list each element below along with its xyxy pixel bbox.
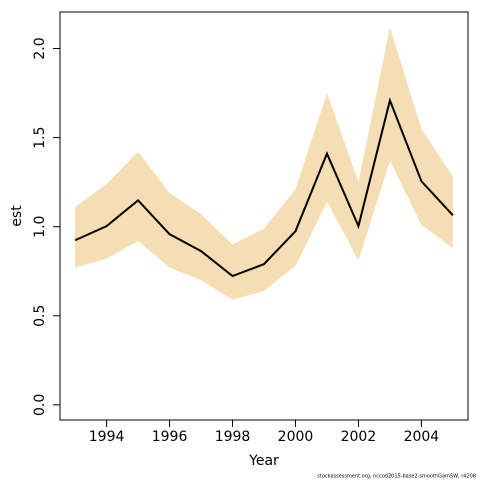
y-tick-label: 2.0 — [32, 37, 48, 59]
confidence-band — [75, 27, 453, 300]
y-tick-label: 0.5 — [32, 305, 48, 327]
x-tick-label: 1994 — [89, 429, 125, 445]
footnote: stockassessment.org, nccod2015-base2-smo… — [317, 474, 476, 480]
y-tick-label: 1.0 — [32, 216, 48, 238]
x-tick-label: 2002 — [341, 429, 377, 445]
y-tick-label: 1.5 — [32, 126, 48, 148]
x-tick-label: 2000 — [278, 429, 314, 445]
estimate-line — [74, 97, 454, 278]
y-tick-label: 0.0 — [32, 394, 48, 416]
x-tick-label: 2004 — [404, 429, 440, 445]
y-axis-label: est — [9, 205, 25, 227]
x-tick-label: 1996 — [152, 429, 188, 445]
x-axis-label: Year — [248, 453, 279, 469]
x-tick-label: 1998 — [215, 429, 251, 445]
